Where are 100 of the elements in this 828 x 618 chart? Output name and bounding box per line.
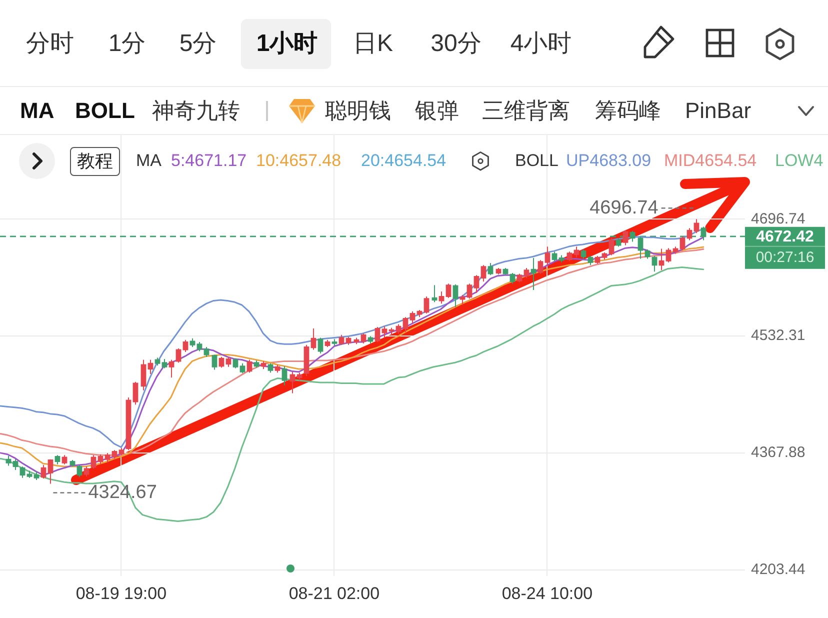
candlestick bbox=[580, 249, 586, 260]
annotation: MA bbox=[136, 151, 162, 171]
x-tick-label: 08-24 10:00 bbox=[502, 584, 593, 603]
candlestick bbox=[282, 366, 288, 386]
candlestick bbox=[680, 236, 686, 251]
candlestick bbox=[332, 338, 338, 346]
text: 神奇九转 bbox=[152, 98, 240, 123]
candlestick bbox=[496, 268, 502, 275]
candlestick bbox=[594, 255, 600, 264]
candlestick bbox=[588, 255, 594, 266]
y-tick-label: 4532.31 bbox=[751, 327, 806, 344]
candlestick bbox=[652, 255, 658, 272]
x-tick-label: 08-19 19:00 bbox=[76, 584, 167, 603]
candlestick bbox=[396, 324, 402, 334]
candlestick bbox=[176, 348, 182, 364]
candlestick bbox=[196, 341, 202, 352]
candlestick bbox=[360, 332, 366, 344]
candlestick bbox=[558, 254, 564, 263]
candlestick bbox=[502, 268, 508, 276]
candlestick bbox=[452, 284, 458, 308]
candlestick bbox=[666, 248, 672, 263]
candlestick bbox=[212, 354, 218, 370]
candlestick bbox=[104, 452, 110, 463]
text: 4小时 bbox=[510, 30, 572, 58]
candlestick bbox=[268, 362, 274, 374]
candlestick bbox=[246, 359, 252, 374]
candlestick bbox=[424, 296, 430, 314]
candlestick bbox=[304, 344, 310, 377]
text: BOLL bbox=[75, 98, 135, 123]
candlestick bbox=[62, 454, 68, 465]
candlestick bbox=[438, 290, 444, 304]
annotation: 教程 bbox=[77, 151, 113, 172]
candlestick bbox=[70, 460, 76, 467]
candlestick bbox=[488, 262, 494, 276]
candlestick bbox=[616, 238, 622, 248]
text: 1分 bbox=[108, 30, 146, 58]
y-tick-label: 4696.74 bbox=[751, 210, 806, 228]
candlestick bbox=[552, 251, 558, 262]
candlestick bbox=[622, 230, 628, 246]
candlestick bbox=[474, 274, 480, 294]
annotation: BOLL bbox=[515, 151, 558, 171]
candlestick bbox=[460, 294, 466, 306]
text: 分时 bbox=[26, 30, 74, 58]
candlestick bbox=[26, 470, 32, 478]
candlestick bbox=[368, 336, 374, 344]
candlestick bbox=[148, 359, 154, 374]
text: UP4683.09 bbox=[566, 151, 652, 171]
candlestick bbox=[162, 358, 168, 369]
candlestick bbox=[6, 455, 12, 466]
candlestick bbox=[90, 454, 96, 470]
candlestick bbox=[446, 283, 452, 298]
text: 三维背离 bbox=[482, 98, 570, 123]
candlestick bbox=[190, 338, 196, 348]
candlestick bbox=[402, 316, 408, 333]
candlestick bbox=[240, 362, 246, 374]
candlestick bbox=[416, 309, 422, 318]
candlestick bbox=[112, 450, 118, 460]
candlestick bbox=[260, 360, 266, 370]
candlestick bbox=[382, 326, 388, 338]
text: 5分 bbox=[179, 30, 217, 58]
annotation: 4696.74 bbox=[590, 197, 659, 218]
text: PinBar bbox=[685, 98, 752, 123]
candlestick bbox=[48, 458, 54, 484]
candlestick bbox=[410, 310, 416, 324]
candlestick bbox=[310, 328, 316, 350]
candlestick bbox=[12, 458, 18, 471]
x-tick-label: 08-21 02:00 bbox=[288, 584, 380, 603]
candlestick bbox=[566, 251, 572, 262]
candlestick bbox=[132, 381, 138, 406]
candlestick bbox=[544, 246, 550, 266]
candlestick bbox=[432, 284, 438, 303]
candlestick bbox=[296, 372, 302, 381]
candlestick bbox=[182, 339, 188, 352]
candlestick bbox=[76, 464, 82, 478]
candlestick bbox=[154, 357, 160, 366]
ref-line-label: 4672.42 bbox=[756, 228, 814, 246]
text: 30分 bbox=[430, 30, 482, 58]
candlestick bbox=[54, 454, 60, 465]
candlestick bbox=[466, 283, 472, 300]
candlestick bbox=[318, 337, 324, 354]
annotation: 20:4654.54 bbox=[361, 151, 446, 171]
text: 聪明钱 bbox=[325, 98, 391, 123]
candlestick bbox=[644, 249, 650, 260]
candlestick bbox=[516, 273, 522, 283]
candlestick bbox=[538, 260, 544, 274]
candlestick bbox=[168, 359, 174, 378]
candlestick bbox=[126, 396, 132, 451]
candlestick bbox=[574, 246, 580, 258]
y-tick-label: 4203.44 bbox=[751, 561, 806, 578]
text: 银弹 bbox=[415, 98, 459, 123]
candlestick bbox=[232, 358, 238, 369]
candlestick bbox=[672, 246, 678, 254]
candlestick bbox=[530, 258, 536, 291]
candlestick bbox=[218, 356, 224, 368]
candlestick bbox=[140, 359, 146, 391]
candlestick bbox=[602, 252, 608, 260]
candlestick bbox=[480, 264, 486, 282]
candlestick bbox=[346, 336, 352, 346]
candlestick bbox=[204, 346, 210, 358]
candlestick bbox=[98, 454, 104, 465]
